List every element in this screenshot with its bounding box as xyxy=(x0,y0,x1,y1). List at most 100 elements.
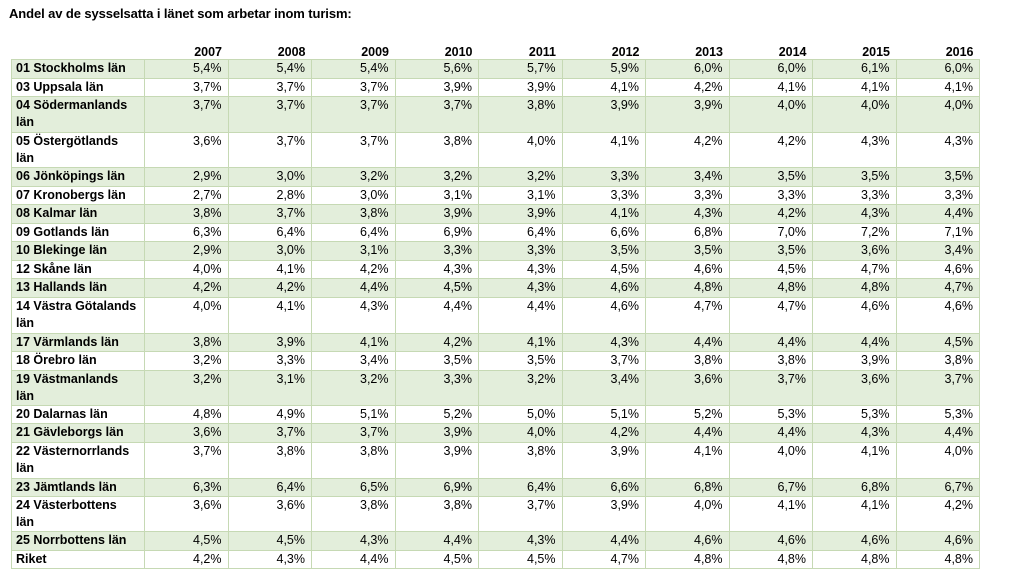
county-name-cell: 07 Kronobergs län xyxy=(11,185,145,205)
value-cell: 3,8% xyxy=(478,96,563,133)
value-cell: 4,3% xyxy=(561,332,646,352)
table-row: 22 Västernorrlands län 3,7% 3,8% 3,8% 3,9% 3,… xyxy=(11,441,980,479)
value-cell: 3,9% xyxy=(812,351,897,371)
value-cell: 4,2% xyxy=(311,259,396,279)
value-cell: 4,3% xyxy=(645,204,730,224)
value-cell: 2,9% xyxy=(144,241,229,261)
page-title: Andel av de sysselsatta i länet som arbe… xyxy=(9,6,352,21)
value-cell: 3,7% xyxy=(478,496,563,532)
table-row: 09 Gotlands län 6,3% 6,4% 6,4% 6,9% 6,4% 6,6% 6… xyxy=(11,222,980,242)
county-name-cell: 01 Stockholms län xyxy=(11,59,145,79)
county-name-cell: 13 Hallands län xyxy=(11,278,145,298)
value-cell: 3,5% xyxy=(728,167,813,187)
value-cell: 4,3% xyxy=(478,278,563,298)
table-row: 19 Västmanlands län 3,2% 3,1% 3,2% 3,3% 3,2% 3… xyxy=(11,369,980,406)
column-header-year: 2012 xyxy=(611,45,640,59)
value-cell: 3,8% xyxy=(227,441,312,479)
table-row: 20 Dalarnas län 4,8% 4,9% 5,1% 5,2% 5,0% 5,1% 5… xyxy=(11,404,980,424)
value-cell: 3,9% xyxy=(561,441,646,479)
value-cell: 4,7% xyxy=(561,549,646,569)
value-cell: 3,3% xyxy=(227,351,312,371)
table-row: 08 Kalmar län 3,8% 3,7% 3,8% 3,9% 3,9% 4,1% 4,3… xyxy=(11,204,980,224)
value-cell: 4,0% xyxy=(895,441,980,479)
value-cell: 4,0% xyxy=(728,96,813,133)
value-cell: 4,3% xyxy=(812,423,897,443)
value-cell: 3,6% xyxy=(645,369,730,406)
value-cell: 5,1% xyxy=(561,404,646,424)
value-cell: 3,7% xyxy=(311,132,396,168)
value-cell: 4,0% xyxy=(144,259,229,279)
value-cell: 6,5% xyxy=(311,477,396,497)
value-cell: 4,6% xyxy=(645,531,730,551)
value-cell: 3,2% xyxy=(144,351,229,371)
header-row: 2007 2008 2009 2010 2011 2012 2013 2014 2015 2016 xyxy=(12,40,980,60)
value-cell: 4,0% xyxy=(812,96,897,133)
value-cell: 3,8% xyxy=(645,351,730,371)
value-cell: 6,8% xyxy=(645,477,730,497)
value-cell: 4,0% xyxy=(478,132,563,168)
value-cell: 6,0% xyxy=(645,59,730,79)
value-cell: 4,2% xyxy=(394,332,479,352)
value-cell: 4,0% xyxy=(728,441,813,479)
value-cell: 3,9% xyxy=(394,423,479,443)
value-cell: 4,6% xyxy=(561,296,646,334)
column-header-year: 2007 xyxy=(194,45,222,59)
value-cell: 3,2% xyxy=(394,167,479,187)
value-cell: 6,3% xyxy=(144,477,229,497)
value-cell: 3,8% xyxy=(728,351,813,371)
value-cell: 3,3% xyxy=(394,369,479,406)
column-header-year: 2009 xyxy=(361,45,389,59)
value-cell: 4,4% xyxy=(394,296,479,334)
value-cell: 3,7% xyxy=(728,369,813,406)
column-header-year: 2010 xyxy=(444,45,473,59)
value-cell: 3,3% xyxy=(812,185,897,205)
value-cell: 7,0% xyxy=(728,222,813,242)
value-cell: 3,6% xyxy=(812,241,897,261)
value-cell: 4,5% xyxy=(394,549,479,569)
value-cell: 4,6% xyxy=(895,259,980,279)
value-cell: 3,9% xyxy=(394,441,479,479)
value-cell: 6,1% xyxy=(812,59,897,79)
value-cell: 4,3% xyxy=(478,259,563,279)
county-name-cell: 17 Värmlands län xyxy=(11,332,145,352)
table-row: 23 Jämtlands län 6,3% 6,4% 6,5% 6,9% 6,4% 6,6%… xyxy=(11,477,980,497)
value-cell: 5,3% xyxy=(812,404,897,424)
value-cell: 4,1% xyxy=(728,496,813,532)
value-cell: 3,4% xyxy=(561,369,646,406)
value-cell: 4,6% xyxy=(812,296,897,334)
value-cell: 2,7% xyxy=(144,185,229,205)
value-cell: 3,2% xyxy=(311,167,396,187)
value-cell: 3,7% xyxy=(311,77,396,97)
table-row: 25 Norrbottens län 4,5% 4,5% 4,3% 4,4% 4,3% 4,… xyxy=(11,531,980,551)
value-cell: 4,8% xyxy=(645,549,730,569)
value-cell: 4,1% xyxy=(728,77,813,97)
table-row: 24 Västerbottens län 3,6% 3,6% 3,8% 3,8% 3,7%… xyxy=(11,496,980,532)
value-cell: 4,3% xyxy=(311,296,396,334)
value-cell: 5,3% xyxy=(728,404,813,424)
county-name-cell: 14 Västra Götalands län xyxy=(11,296,145,334)
county-name-cell: 23 Jämtlands län xyxy=(11,477,145,497)
table-row: 06 Jönköpings län 2,9% 3,0% 3,2% 3,2% 3,2% 3,3… xyxy=(11,167,980,187)
table-row: 01 Stockholms län 5,4% 5,4% 5,4% 5,6% 5,7% 5,9… xyxy=(11,59,980,79)
value-cell: 4,0% xyxy=(645,496,730,532)
value-cell: 3,2% xyxy=(478,369,563,406)
value-cell: 3,9% xyxy=(394,204,479,224)
table-row: 12 Skåne län 4,0% 4,1% 4,2% 4,3% 4,3% 4,5% 4,6%… xyxy=(11,259,980,279)
value-cell: 4,1% xyxy=(812,441,897,479)
value-cell: 3,5% xyxy=(728,241,813,261)
table-row: 07 Kronobergs län 2,7% 2,8% 3,0% 3,1% 3,1% 3,3… xyxy=(11,185,980,205)
value-cell: 6,4% xyxy=(227,222,312,242)
value-cell: 3,9% xyxy=(561,496,646,532)
value-cell: 5,6% xyxy=(394,59,479,79)
value-cell: 4,2% xyxy=(728,132,813,168)
value-cell: 5,9% xyxy=(561,59,646,79)
value-cell: 3,3% xyxy=(895,185,980,205)
value-cell: 6,6% xyxy=(561,477,646,497)
value-cell: 4,3% xyxy=(812,204,897,224)
value-cell: 4,3% xyxy=(895,132,980,168)
value-cell: 4,5% xyxy=(895,332,980,352)
table-row: 04 Södermanlands län 3,7% 3,7% 3,7% 3,7% 3,8%… xyxy=(11,96,980,133)
value-cell: 3,3% xyxy=(645,185,730,205)
value-cell: 4,4% xyxy=(645,332,730,352)
value-cell: 4,4% xyxy=(895,204,980,224)
